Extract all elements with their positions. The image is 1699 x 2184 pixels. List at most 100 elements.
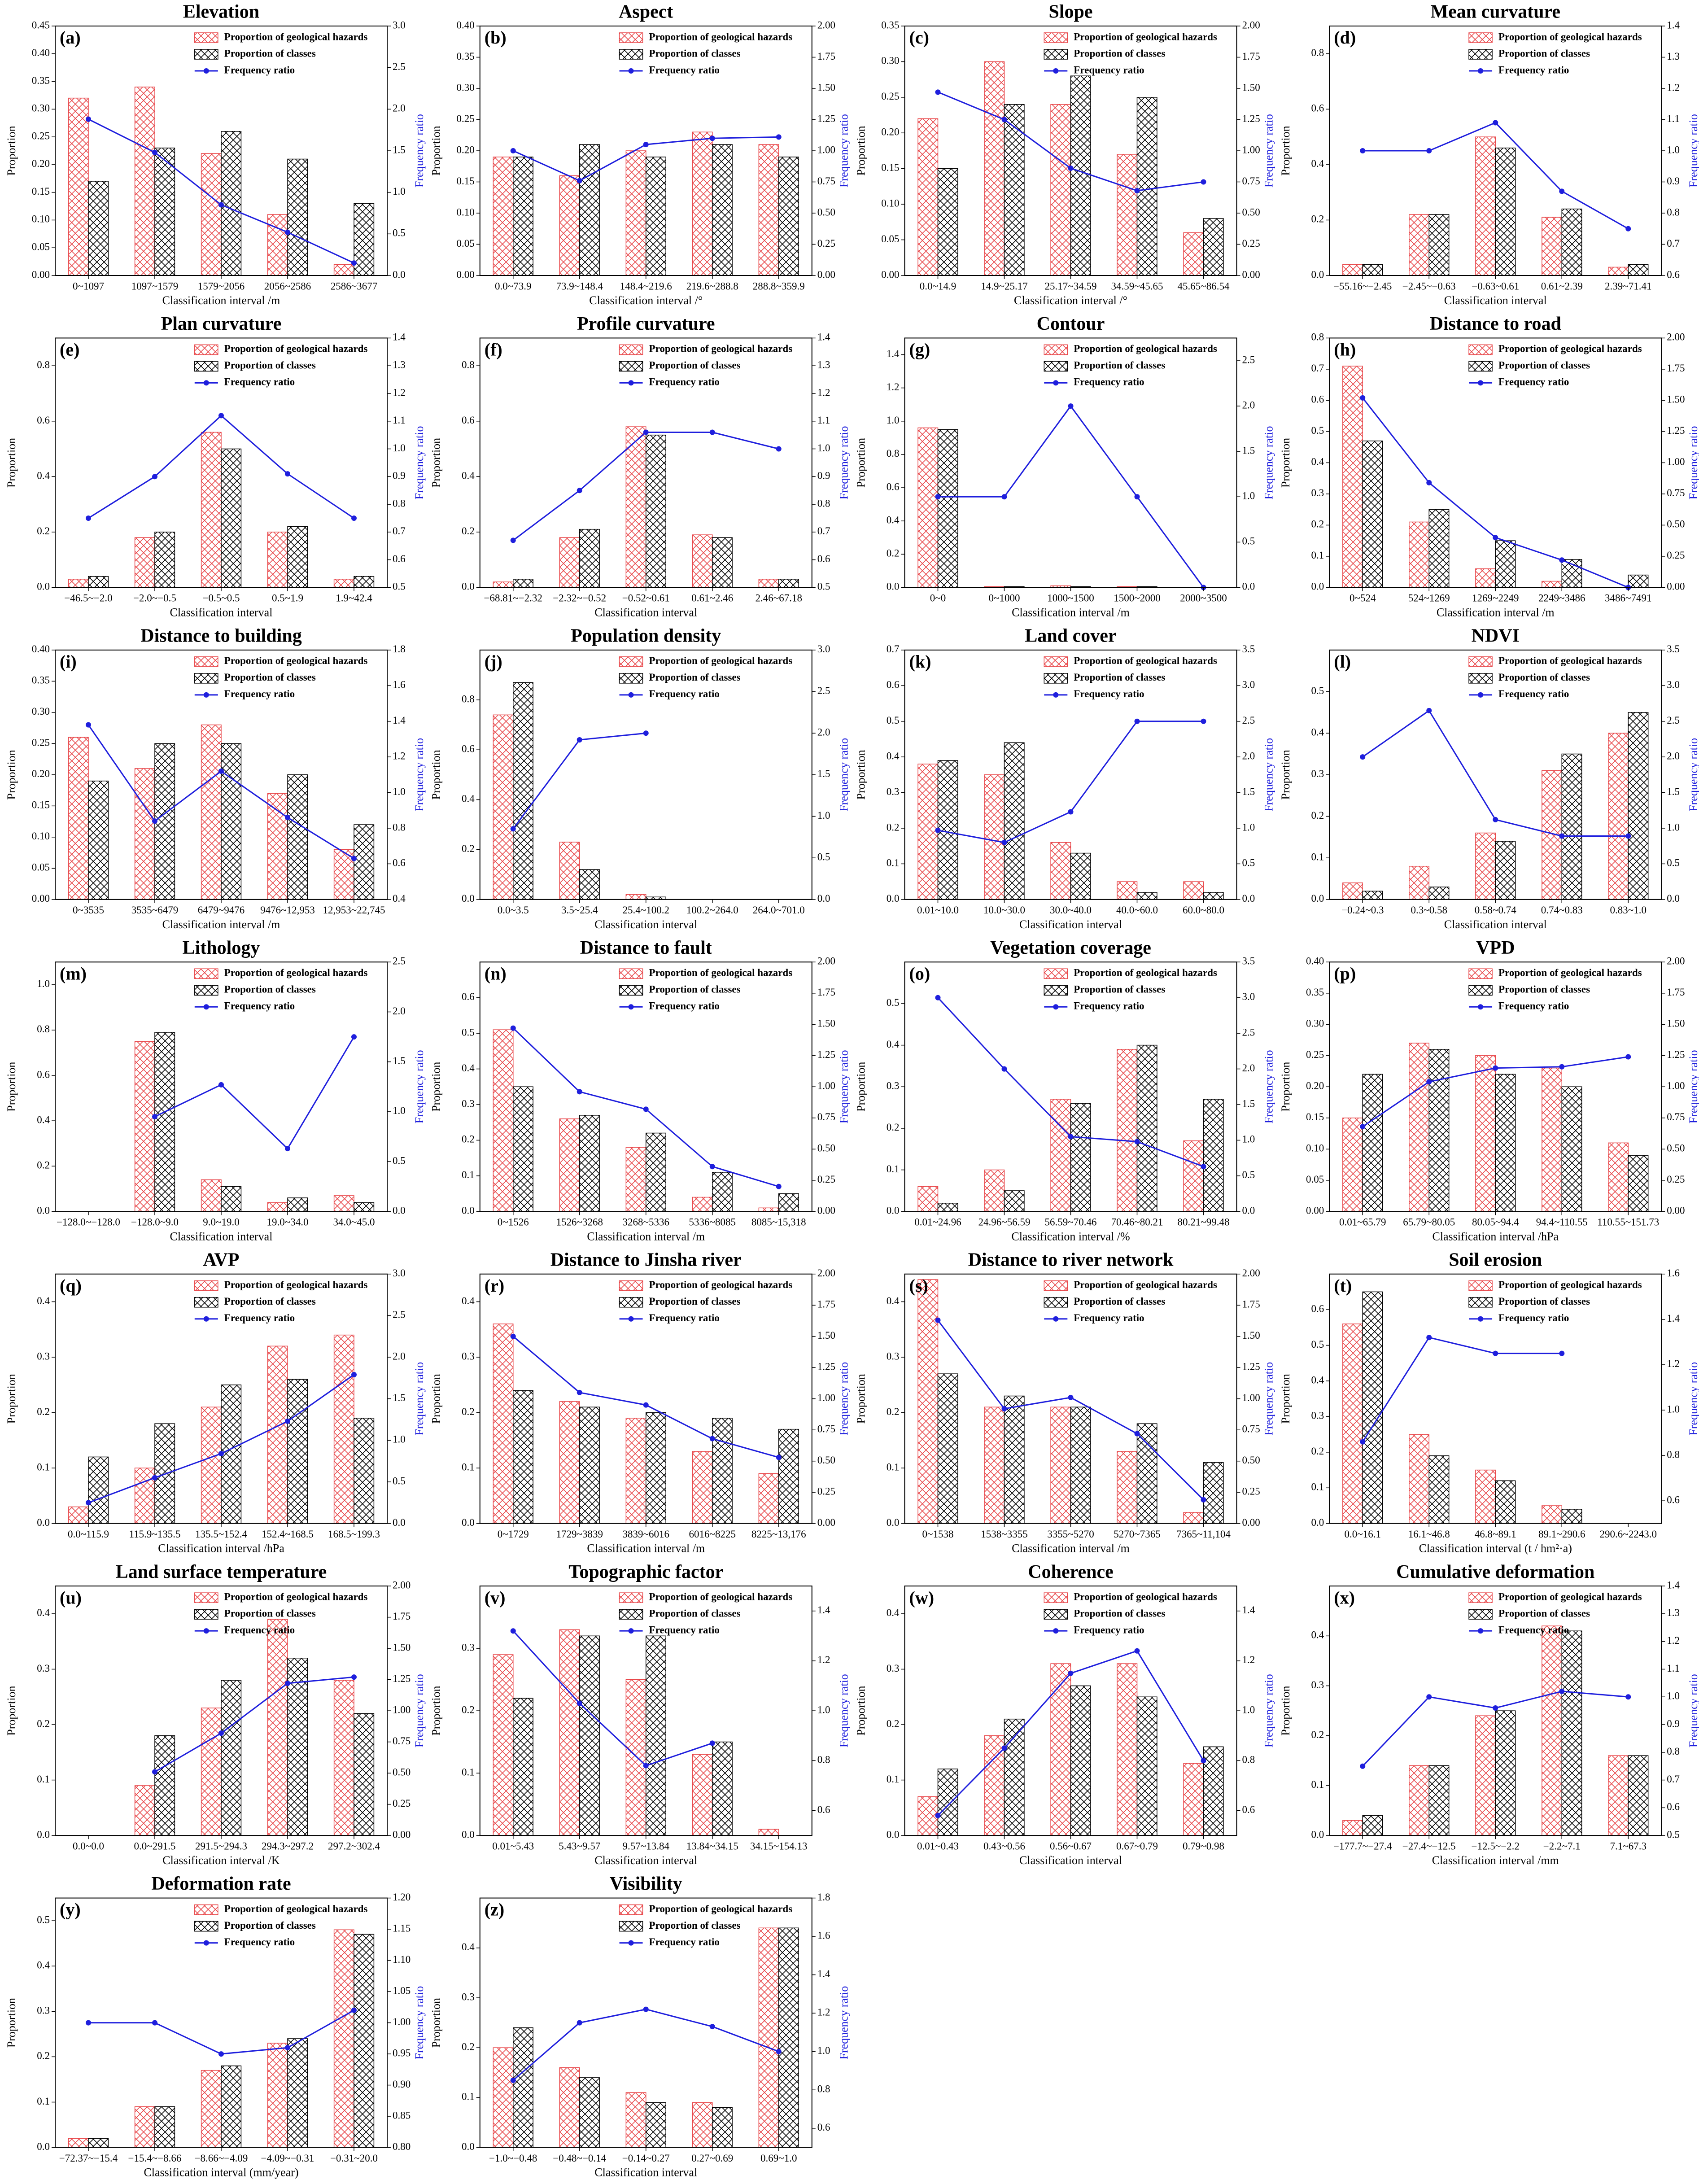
bar <box>917 1796 939 1836</box>
y-tick-label: 1.4 <box>887 348 900 359</box>
y-tick-label: 0.5 <box>37 1914 50 1925</box>
bar <box>559 1401 580 1524</box>
legend-swatch <box>1044 344 1068 355</box>
y2-tick-label: 1.05 <box>393 1985 411 1996</box>
legend-swatch <box>1044 673 1068 684</box>
x-tick-label: 3268~5336 <box>623 1217 669 1228</box>
y2-tick-label: 1.4 <box>817 1604 830 1616</box>
y-tick-label: 0.6 <box>1311 103 1324 114</box>
y-tick-label: 0.4 <box>887 1607 900 1618</box>
bar <box>646 2102 666 2148</box>
y2-tick-label: 1.25 <box>1242 1361 1260 1372</box>
y-tick-label: 0.3 <box>887 1663 900 1674</box>
y2-tick-label: 0.6 <box>1242 1804 1255 1815</box>
legend-swatch <box>194 985 218 996</box>
x-tick-label: −2.45~−0.63 <box>1402 280 1456 292</box>
bar <box>1362 1815 1383 1836</box>
panel-label: (t) <box>1334 1275 1352 1296</box>
bar <box>625 2092 646 2148</box>
bar <box>287 774 308 900</box>
y2-tick-label: 0.50 <box>817 1143 835 1154</box>
y2-tick-label: 2.5 <box>1242 354 1255 365</box>
line-point <box>285 815 290 821</box>
line-point <box>643 1763 649 1769</box>
line-point <box>86 515 91 521</box>
y2-tick-label: 1.4 <box>1667 1579 1680 1590</box>
bar <box>1183 881 1204 900</box>
legend-label: Frequency ratio <box>1074 1312 1144 1324</box>
y-tick-label: 0.2 <box>887 1406 900 1417</box>
y-tick-label: 0.0 <box>887 1829 900 1840</box>
y2-tick-label: 0.9 <box>1667 175 1680 187</box>
legend-label: Frequency ratio <box>224 1312 295 1324</box>
bar <box>1070 75 1091 276</box>
x-tick-label: 2056~2586 <box>264 280 311 292</box>
y-tick-label: 0.10 <box>881 197 899 209</box>
bar <box>917 118 939 276</box>
bar <box>579 529 600 588</box>
chart-title: Soil erosion <box>1449 1249 1542 1270</box>
legend-label: Proportion of geological hazards <box>224 655 368 666</box>
legend-label: Proportion of geological hazards <box>1498 655 1642 666</box>
legend-label: Frequency ratio <box>1498 1312 1569 1324</box>
y2-tick-label: 2.5 <box>817 685 830 696</box>
line-point <box>709 135 715 141</box>
chart-title: AVP <box>203 1249 240 1270</box>
legend-swatch <box>1468 673 1493 684</box>
chart-title: Aspect <box>619 2 673 22</box>
bar <box>1608 733 1629 900</box>
line-point <box>1426 1335 1432 1341</box>
x-tick-label: 0.3~0.58 <box>1411 904 1447 916</box>
x-tick-label: 6016~8225 <box>689 1529 736 1540</box>
bar <box>1070 852 1091 900</box>
y-tick-label: 0.4 <box>887 750 900 761</box>
legend-swatch <box>194 1297 218 1308</box>
bar <box>267 793 288 900</box>
y-tick-label: 0.5 <box>887 997 900 1008</box>
legend-swatch <box>619 361 643 372</box>
y-tick-label: 0.15 <box>32 186 50 197</box>
bar <box>1342 1118 1363 1212</box>
y-tick-label: 0.10 <box>457 206 475 218</box>
y-axis-label: Proportion <box>854 1374 867 1424</box>
y-tick-label: 0.05 <box>32 862 50 873</box>
plot-frame <box>55 337 388 588</box>
line-point <box>152 1475 157 1481</box>
bar <box>1495 540 1516 588</box>
x-tick-label: 1269~2249 <box>1472 593 1519 604</box>
y-tick-label: 0.30 <box>881 55 899 66</box>
y2-tick-label: 1.75 <box>1242 51 1260 62</box>
bar <box>1475 832 1496 900</box>
y-tick-label: 0.10 <box>32 214 50 225</box>
bar <box>134 1468 155 1524</box>
line-point <box>1001 1406 1007 1411</box>
line-point <box>285 229 290 235</box>
bar <box>513 157 533 276</box>
y2-tick-label: 0.5 <box>817 581 830 592</box>
y2-tick-label: 1.0 <box>393 1434 406 1445</box>
y2-tick-label: 0.4 <box>393 893 406 904</box>
x-tick-label: 9476~12,953 <box>260 904 315 916</box>
y2-tick-label: 1.4 <box>817 1968 830 1979</box>
y-tick-label: 0.30 <box>32 103 50 114</box>
y2-tick-label: 0.00 <box>817 1205 835 1216</box>
bar <box>559 537 580 588</box>
y2-axis-label: Frequency ratio <box>1687 426 1699 499</box>
y-tick-label: 0.2 <box>37 2050 50 2062</box>
y2-tick-label: 1.3 <box>1667 1607 1680 1618</box>
bar <box>1409 1434 1430 1524</box>
panel-label: (a) <box>60 27 81 48</box>
bar <box>1117 1663 1138 1836</box>
panel-label: (v) <box>485 1587 506 1607</box>
bar <box>287 1658 308 1836</box>
x-axis-label: Classification interval <box>594 606 697 619</box>
y2-tick-label: 2.0 <box>1242 750 1255 761</box>
x-tick-label: 60.0~80.0 <box>1183 904 1224 916</box>
y-tick-label: 0.1 <box>887 857 900 869</box>
y-axis-label: Proportion <box>854 438 867 488</box>
x-tick-label: 45.65~86.54 <box>1178 280 1230 292</box>
x-axis-label: Classification interval /m <box>587 1542 705 1555</box>
x-tick-label: 0.5~1.9 <box>272 593 303 604</box>
plot-frame <box>479 649 812 900</box>
